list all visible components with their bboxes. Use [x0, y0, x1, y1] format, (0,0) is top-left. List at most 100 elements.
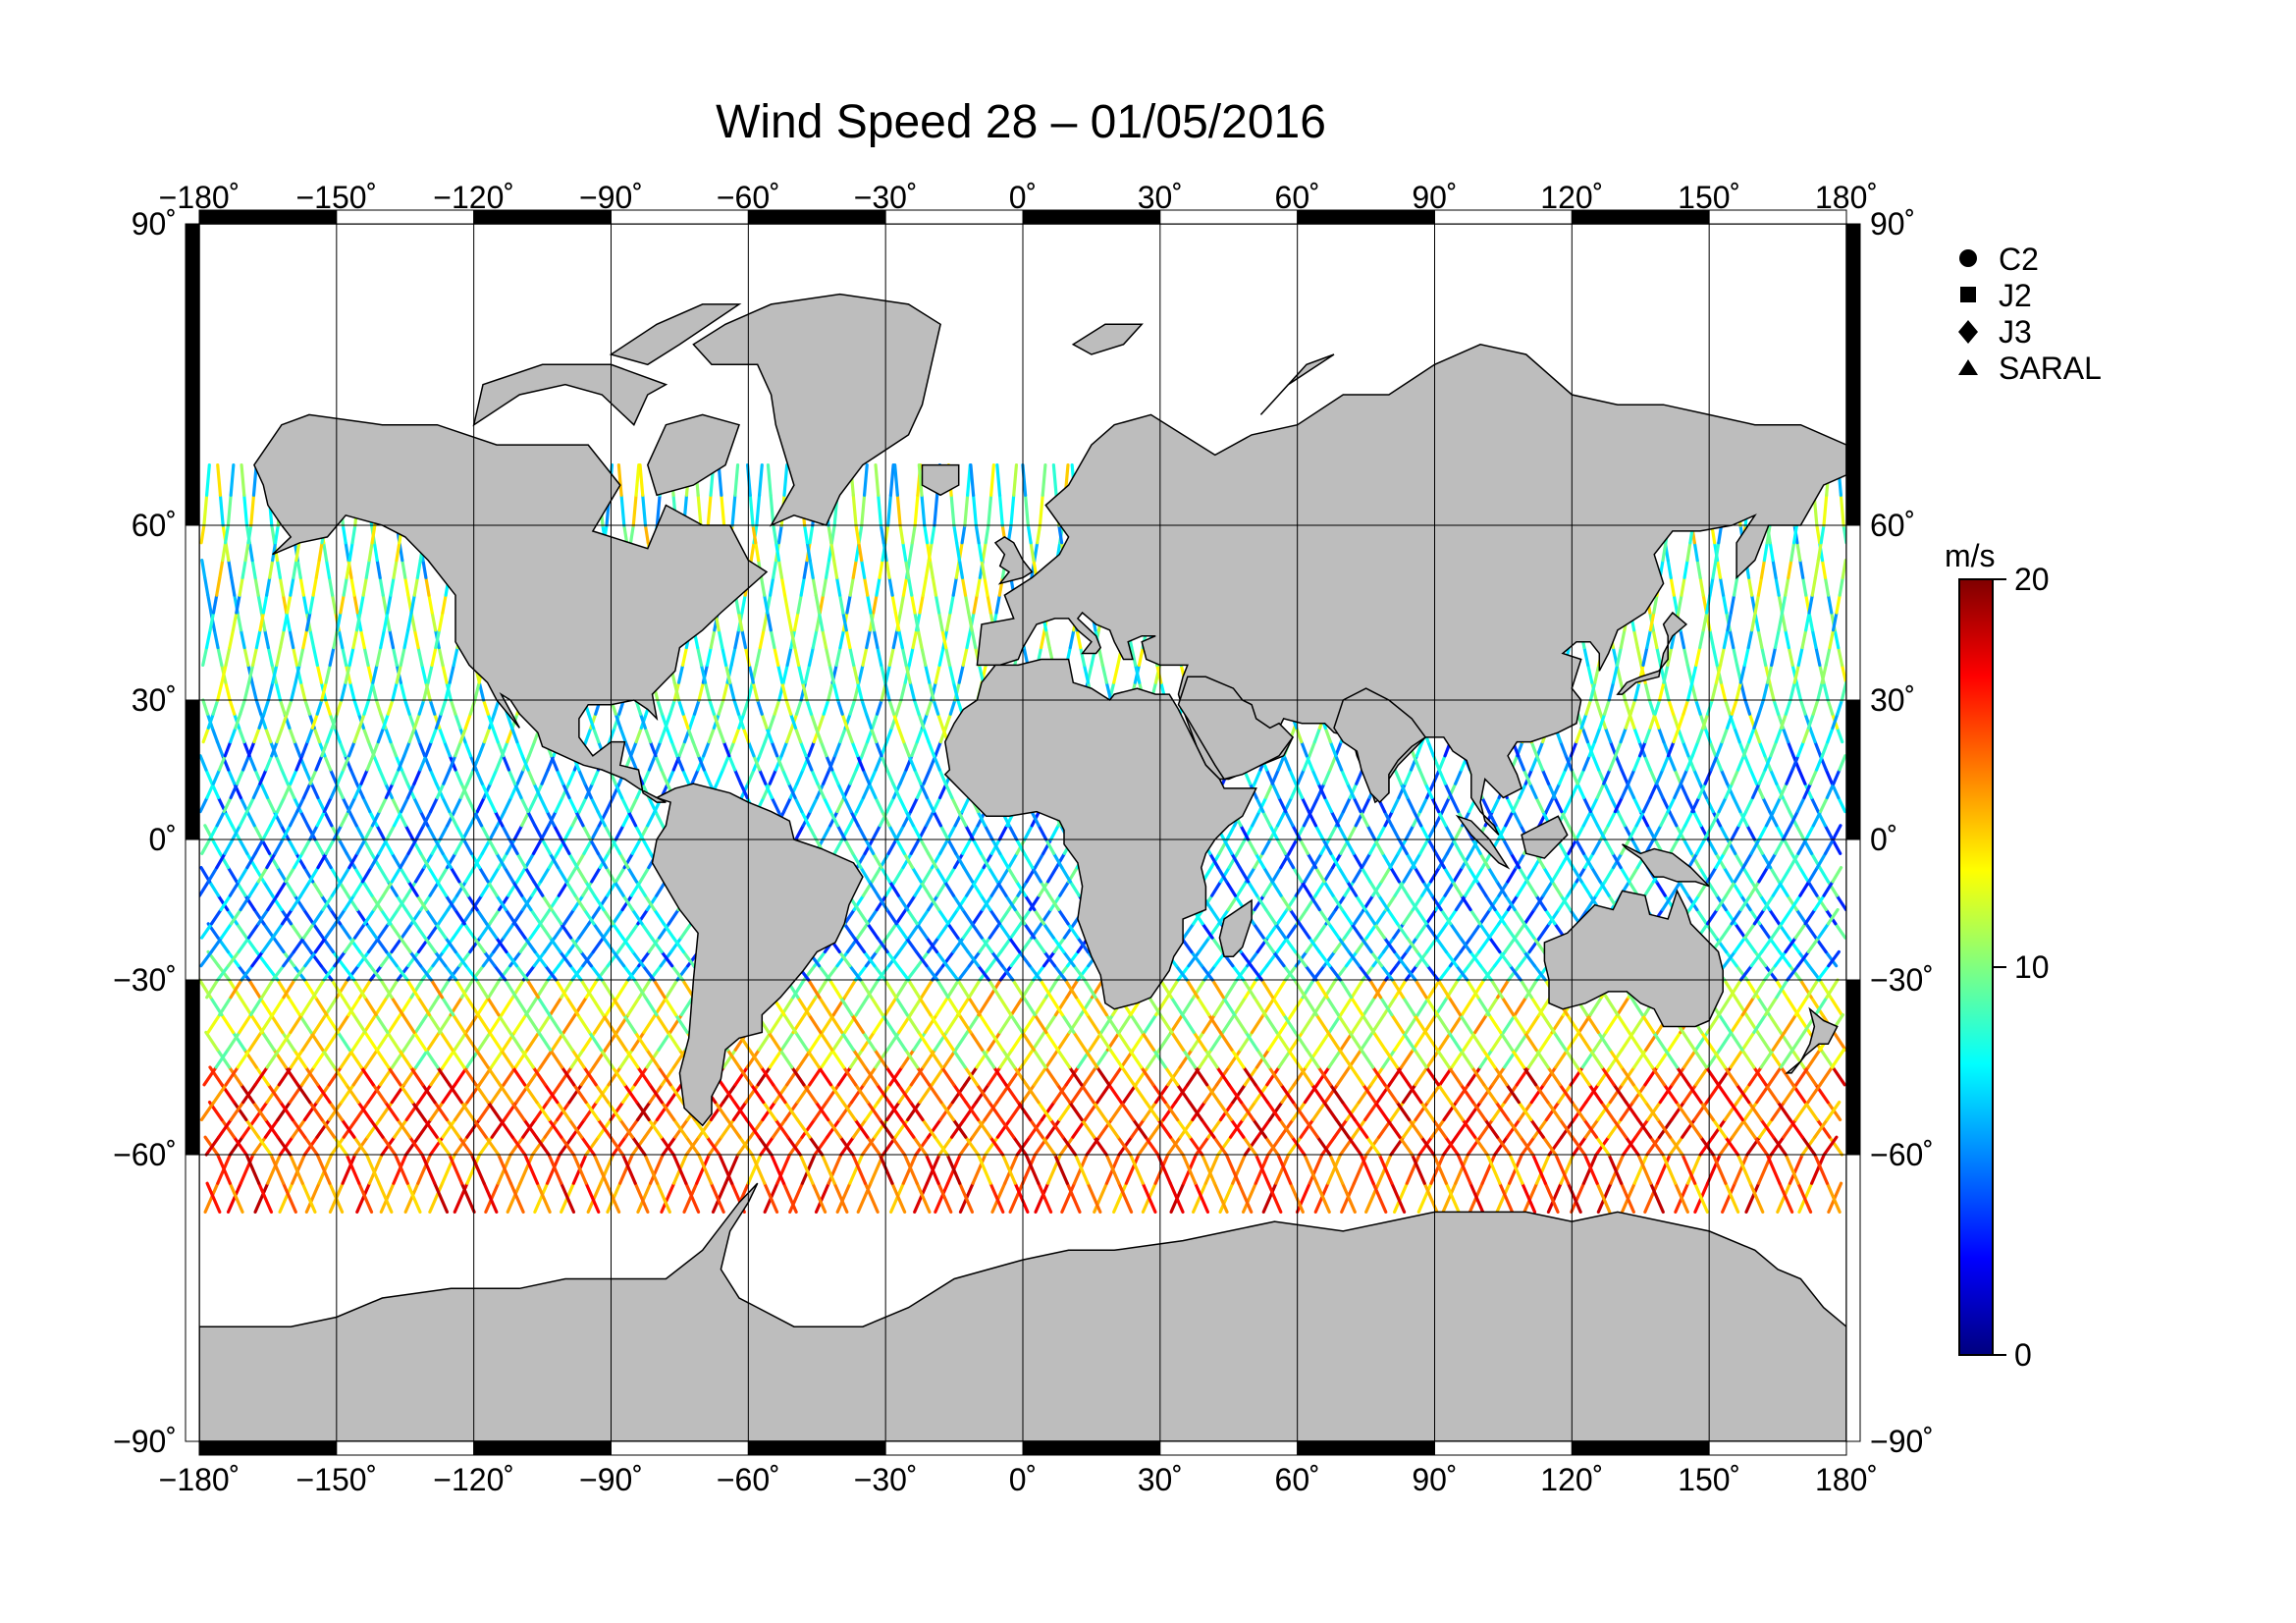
- track-segment: [1242, 1065, 1257, 1087]
- track-segment: [851, 1153, 868, 1185]
- track-segment: [1756, 575, 1764, 597]
- track-segment: [408, 949, 423, 968]
- track-segment: [1341, 1181, 1357, 1215]
- track-segment: [1720, 726, 1730, 744]
- track-segment: [1543, 1181, 1560, 1215]
- track-segment: [1417, 1135, 1434, 1157]
- track-segment: [1645, 1135, 1662, 1157]
- track-segment: [768, 1048, 783, 1069]
- track-segment: [819, 739, 828, 758]
- track-segment: [845, 726, 854, 744]
- track-segment: [1726, 712, 1735, 730]
- track-segment: [1049, 824, 1060, 841]
- track-segment: [1104, 1012, 1120, 1035]
- track-segment: [611, 922, 625, 940]
- track-segment: [216, 680, 224, 702]
- track-segment: [242, 493, 249, 527]
- track-segment: [825, 754, 834, 772]
- track-segment: [757, 1135, 774, 1157]
- track-segment: [1784, 936, 1797, 954]
- track-segment: [389, 739, 398, 758]
- track-segment: [1323, 795, 1334, 814]
- track-segment: [980, 558, 987, 580]
- track-segment: [1692, 768, 1702, 785]
- track-segment: [970, 880, 984, 897]
- track-segment: [232, 1100, 248, 1122]
- track-segment: [1478, 907, 1492, 926]
- track-segment: [372, 754, 382, 772]
- track-segment: [895, 493, 902, 527]
- track-segment: [612, 949, 626, 968]
- track-segment: [1068, 628, 1076, 650]
- track-segment: [547, 1117, 563, 1139]
- track-segment: [1757, 768, 1767, 785]
- track-segment: [1711, 645, 1719, 668]
- track-segment: [1521, 1181, 1537, 1215]
- track-segment: [944, 645, 952, 668]
- track-segment: [676, 698, 685, 716]
- track-segment: [822, 698, 830, 716]
- track-segment: [300, 1065, 316, 1087]
- track-segment: [637, 978, 652, 1000]
- track-segment: [870, 865, 882, 884]
- track-segment: [802, 523, 809, 545]
- track-segment: [1741, 851, 1753, 870]
- track-segment: [1212, 1181, 1229, 1215]
- track-segment: [1303, 865, 1315, 884]
- track-segment: [807, 1012, 823, 1035]
- track-segment: [1360, 851, 1372, 870]
- track-segment: [534, 1135, 551, 1157]
- track-segment: [1796, 838, 1808, 855]
- track-segment: [1259, 978, 1275, 1000]
- track-segment: [292, 1048, 308, 1069]
- track-segment: [1534, 1153, 1551, 1185]
- track-segment: [312, 726, 321, 744]
- track-segment: [312, 1012, 328, 1035]
- track-segment: [654, 754, 664, 772]
- track-segment: [228, 698, 237, 716]
- track-segment: [938, 824, 950, 841]
- track-segment: [507, 838, 519, 855]
- track-segment: [472, 851, 484, 870]
- track-segment: [828, 1012, 844, 1035]
- track-segment: [946, 838, 958, 855]
- track-segment: [313, 838, 325, 855]
- track-segment: [618, 1153, 634, 1185]
- track-segment: [1319, 838, 1331, 855]
- track-segment: [1190, 949, 1203, 968]
- track-segment: [236, 611, 243, 632]
- track-segment: [1361, 1012, 1376, 1035]
- track-segment: [817, 712, 826, 730]
- track-segment: [860, 698, 869, 716]
- track-segment: [205, 1181, 222, 1215]
- track-segment: [350, 1030, 366, 1052]
- track-segment: [899, 680, 907, 702]
- track-segment: [437, 865, 450, 884]
- track-segment: [1252, 922, 1265, 940]
- track-segment: [462, 922, 476, 940]
- track-segment: [559, 949, 572, 968]
- track-segment: [390, 996, 404, 1017]
- track-segment: [1670, 1065, 1686, 1087]
- track-segment: [1031, 865, 1042, 884]
- track-segment: [1202, 1083, 1219, 1105]
- track-segment: [263, 1117, 280, 1139]
- track-segment: [707, 1135, 723, 1157]
- track-segment: [1480, 1153, 1497, 1185]
- track-segment: [1107, 1065, 1123, 1087]
- track-segment: [246, 663, 255, 684]
- track-segment: [1594, 880, 1607, 897]
- track-segment: [898, 768, 908, 785]
- track-segment: [1598, 712, 1607, 730]
- track-segment: [1298, 922, 1311, 940]
- track-segment: [1673, 782, 1682, 800]
- track-segment: [641, 493, 648, 527]
- track-segment: [519, 795, 530, 814]
- track-segment: [1201, 1153, 1216, 1185]
- track-segment: [1666, 558, 1673, 580]
- track-segment: [630, 1030, 646, 1052]
- track-segment: [796, 996, 811, 1017]
- track-segment: [966, 949, 981, 968]
- track-segment: [216, 893, 230, 912]
- track-segment: [907, 754, 917, 772]
